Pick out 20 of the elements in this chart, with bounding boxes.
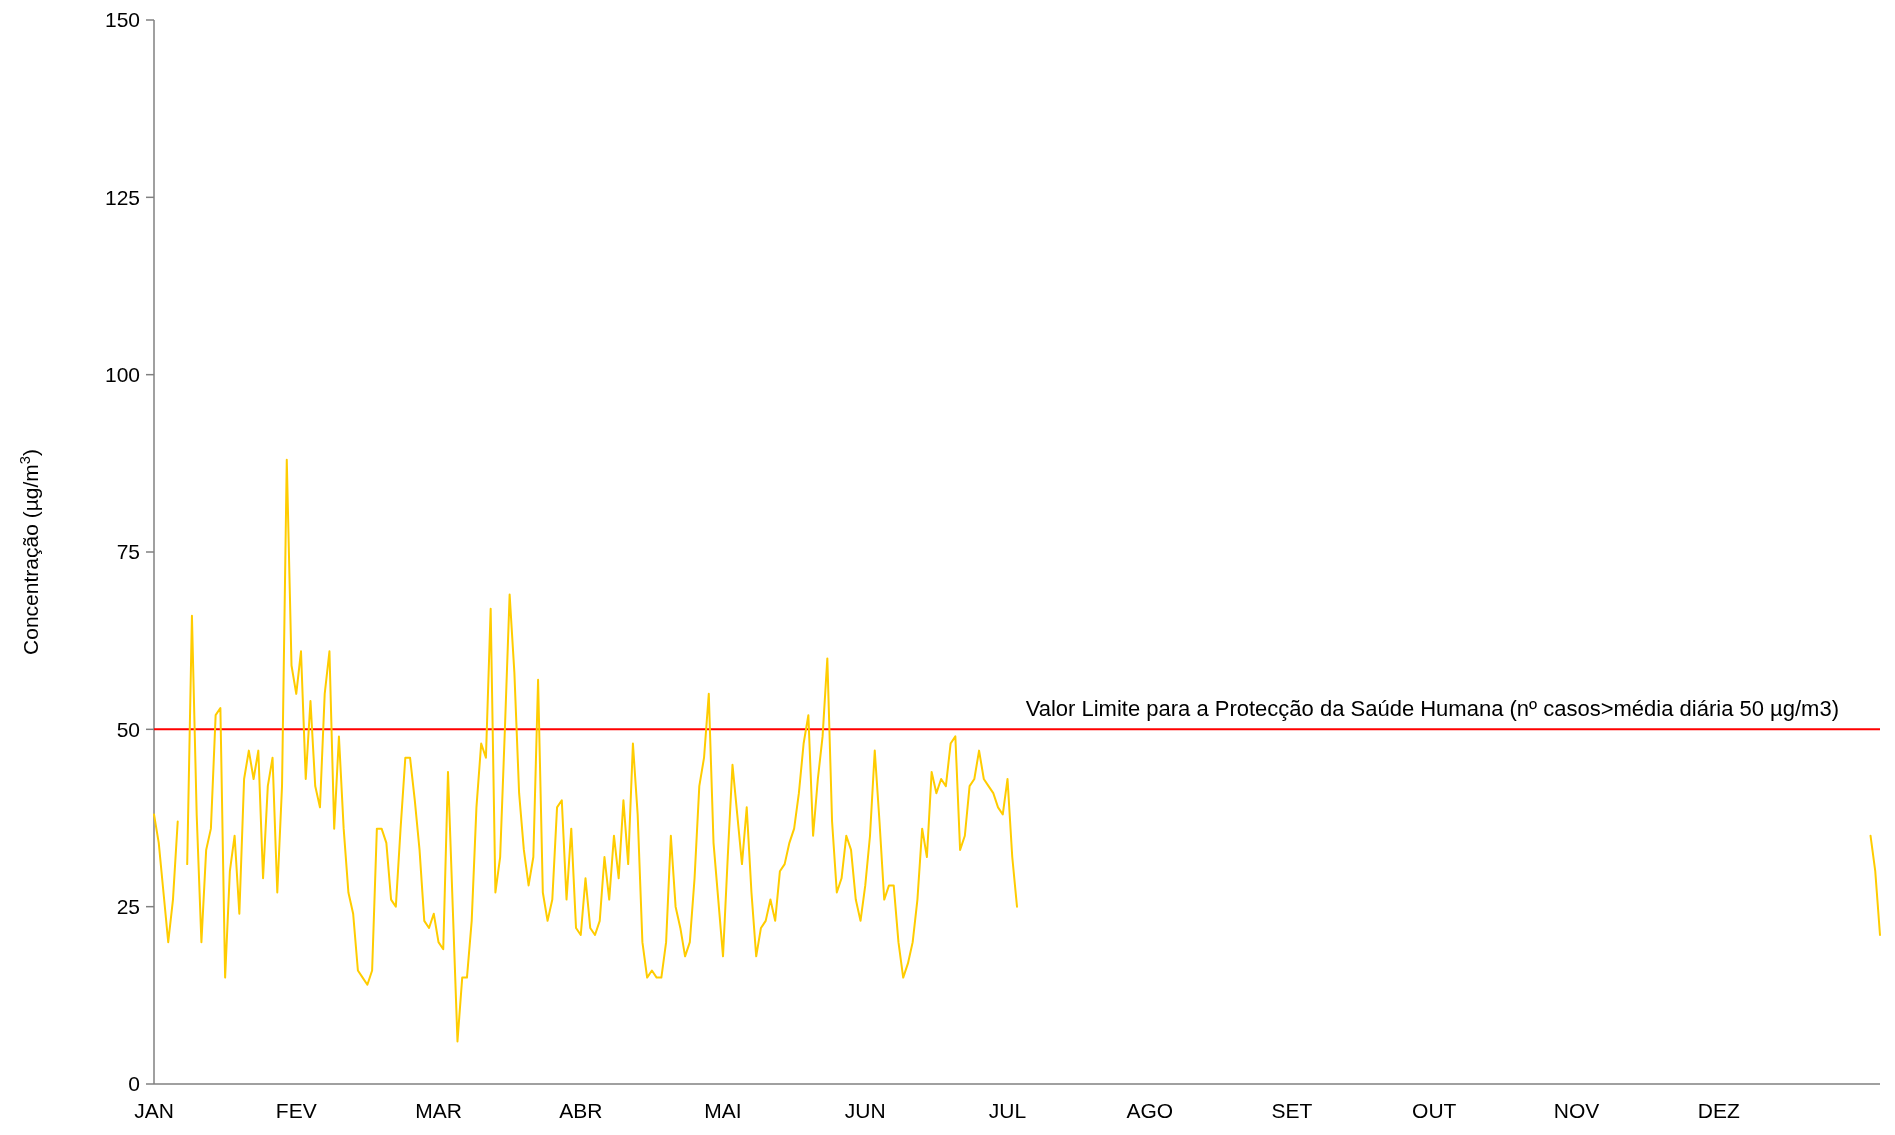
y-tick-label: 25 [116,895,140,919]
x-tick-label: AGO [1126,1099,1174,1122]
x-tick-label: NOV [1553,1099,1600,1122]
y-tick-label: 75 [116,540,140,564]
x-tick-label: FEV [275,1099,317,1122]
y-tick-label: 0 [128,1072,140,1096]
ref-line-label: Valor Limite para a Protecção da Saúde Humana (nº casos>média diária 50 µg/m3) [1025,696,1839,722]
y-tick-label: 150 [104,8,140,32]
x-tick-label: ABR [559,1099,603,1122]
x-tick-label: JUL [988,1099,1027,1122]
x-tick-label: DEZ [1697,1099,1740,1122]
x-tick-label: JAN [134,1099,174,1122]
x-tick-label: MAI [704,1099,742,1122]
x-tick-label: OUT [1412,1099,1457,1122]
x-tick-label: MAR [415,1099,462,1122]
x-tick-label: SET [1271,1099,1313,1122]
y-tick-label: 50 [116,717,140,741]
y-tick-label: 100 [104,363,140,387]
y-tick-label: 125 [104,185,140,209]
x-tick-label: JUN [844,1099,886,1122]
